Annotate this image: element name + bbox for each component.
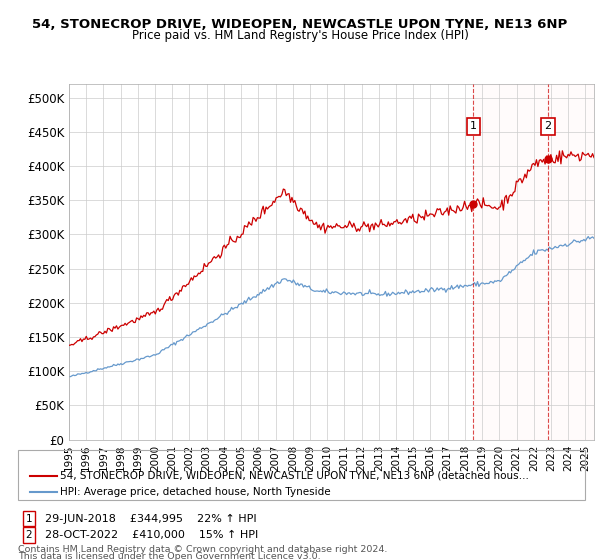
Bar xyxy=(548,84,594,440)
Text: Price paid vs. HM Land Registry's House Price Index (HPI): Price paid vs. HM Land Registry's House … xyxy=(131,29,469,42)
Text: 2: 2 xyxy=(25,530,32,540)
Text: 54, STONECROP DRIVE, WIDEOPEN, NEWCASTLE UPON TYNE, NE13 6NP (detached hous…: 54, STONECROP DRIVE, WIDEOPEN, NEWCASTLE… xyxy=(60,471,529,481)
Text: HPI: Average price, detached house, North Tyneside: HPI: Average price, detached house, Nort… xyxy=(60,487,331,497)
Text: This data is licensed under the Open Government Licence v3.0.: This data is licensed under the Open Gov… xyxy=(18,552,320,560)
Text: 1: 1 xyxy=(25,514,32,524)
Text: 28-OCT-2022    £410,000    15% ↑ HPI: 28-OCT-2022 £410,000 15% ↑ HPI xyxy=(45,530,258,540)
Bar xyxy=(473,84,548,440)
Text: 1: 1 xyxy=(470,122,477,132)
Text: 2: 2 xyxy=(544,122,551,132)
Text: 54, STONECROP DRIVE, WIDEOPEN, NEWCASTLE UPON TYNE, NE13 6NP: 54, STONECROP DRIVE, WIDEOPEN, NEWCASTLE… xyxy=(32,18,568,31)
Text: Contains HM Land Registry data © Crown copyright and database right 2024.: Contains HM Land Registry data © Crown c… xyxy=(18,545,388,554)
Text: 29-JUN-2018    £344,995    22% ↑ HPI: 29-JUN-2018 £344,995 22% ↑ HPI xyxy=(45,514,257,524)
